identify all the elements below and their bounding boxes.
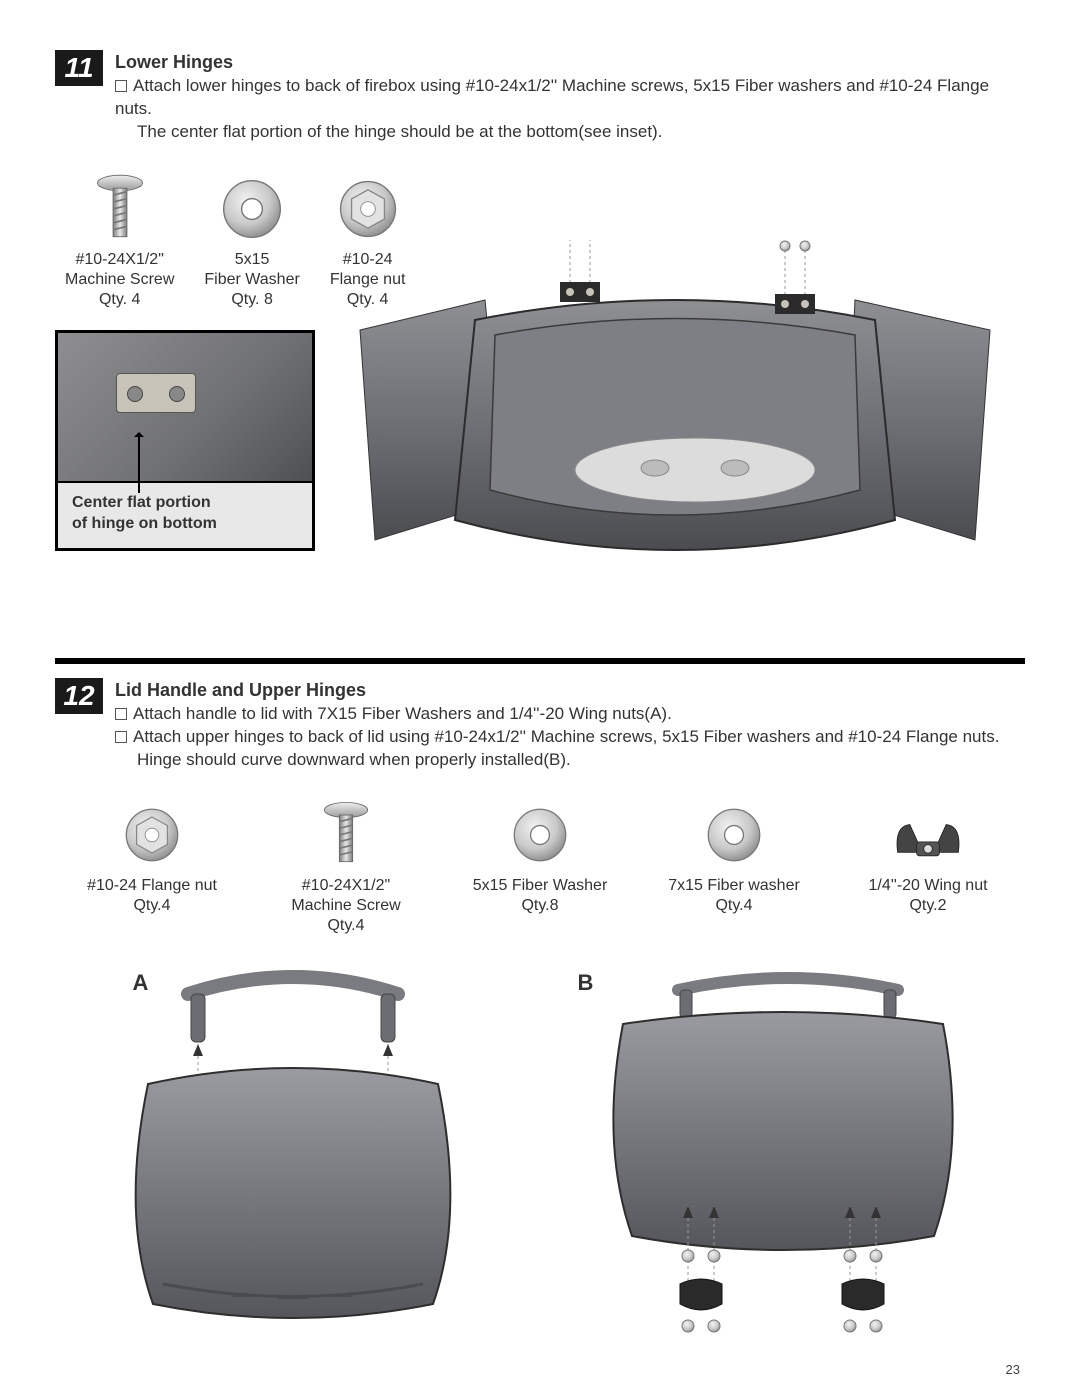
section-divider — [55, 658, 1025, 664]
inset-image — [58, 333, 312, 483]
step-12-badge: 12 — [55, 678, 103, 714]
page-number: 23 — [1006, 1362, 1020, 1377]
hw-flangenut-12: #10-24 Flange nut Qty.4 — [67, 800, 237, 936]
step-11-header: 11 Lower Hinges Attach lower hinges to b… — [55, 50, 1025, 144]
washer-icon — [219, 176, 285, 242]
figure-a: A — [93, 964, 493, 1369]
step-12-figures: A B — [55, 964, 1025, 1369]
step-12-hardware-row: #10-24 Flange nut Qty.4 #10-24X1/2" Mach… — [55, 800, 1025, 936]
step-11-line-2: The center flat portion of the hinge sho… — [115, 121, 1025, 144]
hw-washer7-12: 7x15 Fiber washer Qty.4 — [649, 800, 819, 936]
screw-icon — [94, 174, 146, 244]
figure-a-label: A — [133, 970, 149, 996]
inset-caption-l2: of hinge on bottom — [72, 514, 298, 535]
step-11-firebox-figure — [355, 240, 995, 600]
hw-washer: 5x15 Fiber Washer Qty. 8 — [204, 174, 299, 310]
step-12-line-2: Attach upper hinges to back of lid using… — [115, 726, 999, 749]
flangenut-icon — [336, 177, 400, 241]
hw-screw-12: #10-24X1/2" Machine Screw Qty.4 — [261, 800, 431, 936]
step-11-inset: Center flat portion of hinge on bottom — [55, 330, 315, 552]
step-11-title: Lower Hinges — [115, 52, 1025, 73]
figure-b-label: B — [578, 970, 594, 996]
wingnut-icon — [889, 808, 967, 862]
step-11-badge: 11 — [55, 50, 103, 86]
hw-screw: #10-24X1/2" Machine Screw Qty. 4 — [65, 174, 174, 310]
flangenut-icon — [122, 805, 182, 865]
washer-icon — [510, 805, 570, 865]
hw-wingnut-12: 1/4''-20 Wing nut Qty.2 — [843, 800, 1013, 936]
step-12-line-1: Attach handle to lid with 7X15 Fiber Was… — [115, 703, 999, 726]
step-11-line-1: Attach lower hinges to back of firebox u… — [115, 75, 1025, 121]
step-12-header: 12 Lid Handle and Upper Hinges Attach ha… — [55, 678, 1025, 772]
washer-icon — [704, 805, 764, 865]
inset-caption-l1: Center flat portion — [72, 493, 298, 514]
hw-washer5-12: 5x15 Fiber Washer Qty.8 — [455, 800, 625, 936]
step-12-title: Lid Handle and Upper Hinges — [115, 680, 999, 701]
step-12-line-3: Hinge should curve downward when properl… — [115, 749, 999, 772]
screw-icon — [321, 801, 371, 869]
figure-b: B — [568, 964, 988, 1369]
